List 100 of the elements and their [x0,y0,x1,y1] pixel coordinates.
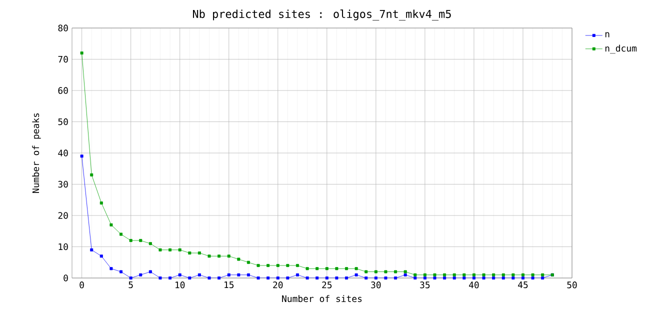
y-axis-title: Number of peaks [32,113,41,193]
x-tick-label: 20 [273,282,283,288]
y-tick-label: 10 [58,243,68,250]
y-tick-label: 80 [58,24,68,32]
point [246,260,250,264]
point [110,267,113,270]
point [276,264,280,267]
point [433,276,436,280]
point [198,273,201,276]
point [129,276,132,280]
point [148,242,152,246]
point [335,276,338,280]
point [325,267,328,270]
point [208,254,211,258]
point [521,276,524,280]
point [452,273,456,276]
point [80,154,84,158]
y-tick-label: 60 [58,87,68,94]
point [198,252,201,254]
point [364,276,368,280]
x-axis-title: Number of sites [282,295,362,302]
point [246,273,250,276]
point [188,252,192,254]
point [541,273,544,276]
x-tick-label: 35 [420,282,430,288]
point [354,273,358,276]
point [521,273,524,276]
point [541,276,544,280]
point [531,273,534,276]
point [276,276,280,280]
point [286,264,290,267]
y-tick-label: 30 [58,180,68,188]
point [120,270,123,274]
point [531,276,534,280]
point [462,273,466,276]
y-tick-label: 70 [58,56,68,63]
point [364,270,368,274]
point [374,276,378,280]
point [296,264,299,267]
point [512,276,515,280]
point [462,276,466,280]
point [414,276,417,280]
point [374,270,378,274]
point [423,276,426,280]
point [492,273,496,276]
point [296,273,299,276]
point [256,276,260,280]
point [110,223,113,226]
point [512,273,515,276]
legend-label: n_dcum [605,44,637,54]
point [266,264,270,267]
point [404,270,407,274]
point [502,273,505,276]
point [168,276,172,280]
point [80,52,84,55]
point [443,273,446,276]
point [316,267,319,270]
y-tick-label: 50 [58,118,68,126]
y-tick-label: 0 [64,274,68,282]
point [148,270,152,274]
point [433,273,436,276]
point [168,248,172,252]
point [443,276,446,280]
point [482,276,486,280]
point [90,173,94,176]
point [178,248,182,252]
point [306,267,309,270]
y-tick-label: 20 [58,212,68,219]
x-tick-label: 50 [567,282,577,288]
point [414,273,417,276]
point [158,276,162,280]
point [100,254,103,258]
point [325,276,328,280]
point [218,276,221,280]
chart-title: Nb predicted sites : oligos_7nt_mkv4_m5 [192,10,451,20]
point [345,267,348,270]
point [120,232,123,236]
point [266,276,270,280]
point [482,273,486,276]
point [139,273,142,276]
point [306,276,309,280]
x-tick-label: 5 [128,282,133,288]
point [423,273,426,276]
point [218,254,221,258]
point [472,273,476,276]
point [90,248,94,252]
point [227,254,230,258]
point [384,276,388,280]
point [158,248,162,252]
point [472,276,476,280]
point [237,273,240,276]
point [354,267,358,270]
x-tick-label: 30 [371,282,381,288]
point [256,264,260,267]
point [345,276,348,280]
x-tick-label: 45 [518,282,528,288]
point [227,273,230,276]
point [394,276,398,280]
point [502,276,505,280]
point [452,276,456,280]
